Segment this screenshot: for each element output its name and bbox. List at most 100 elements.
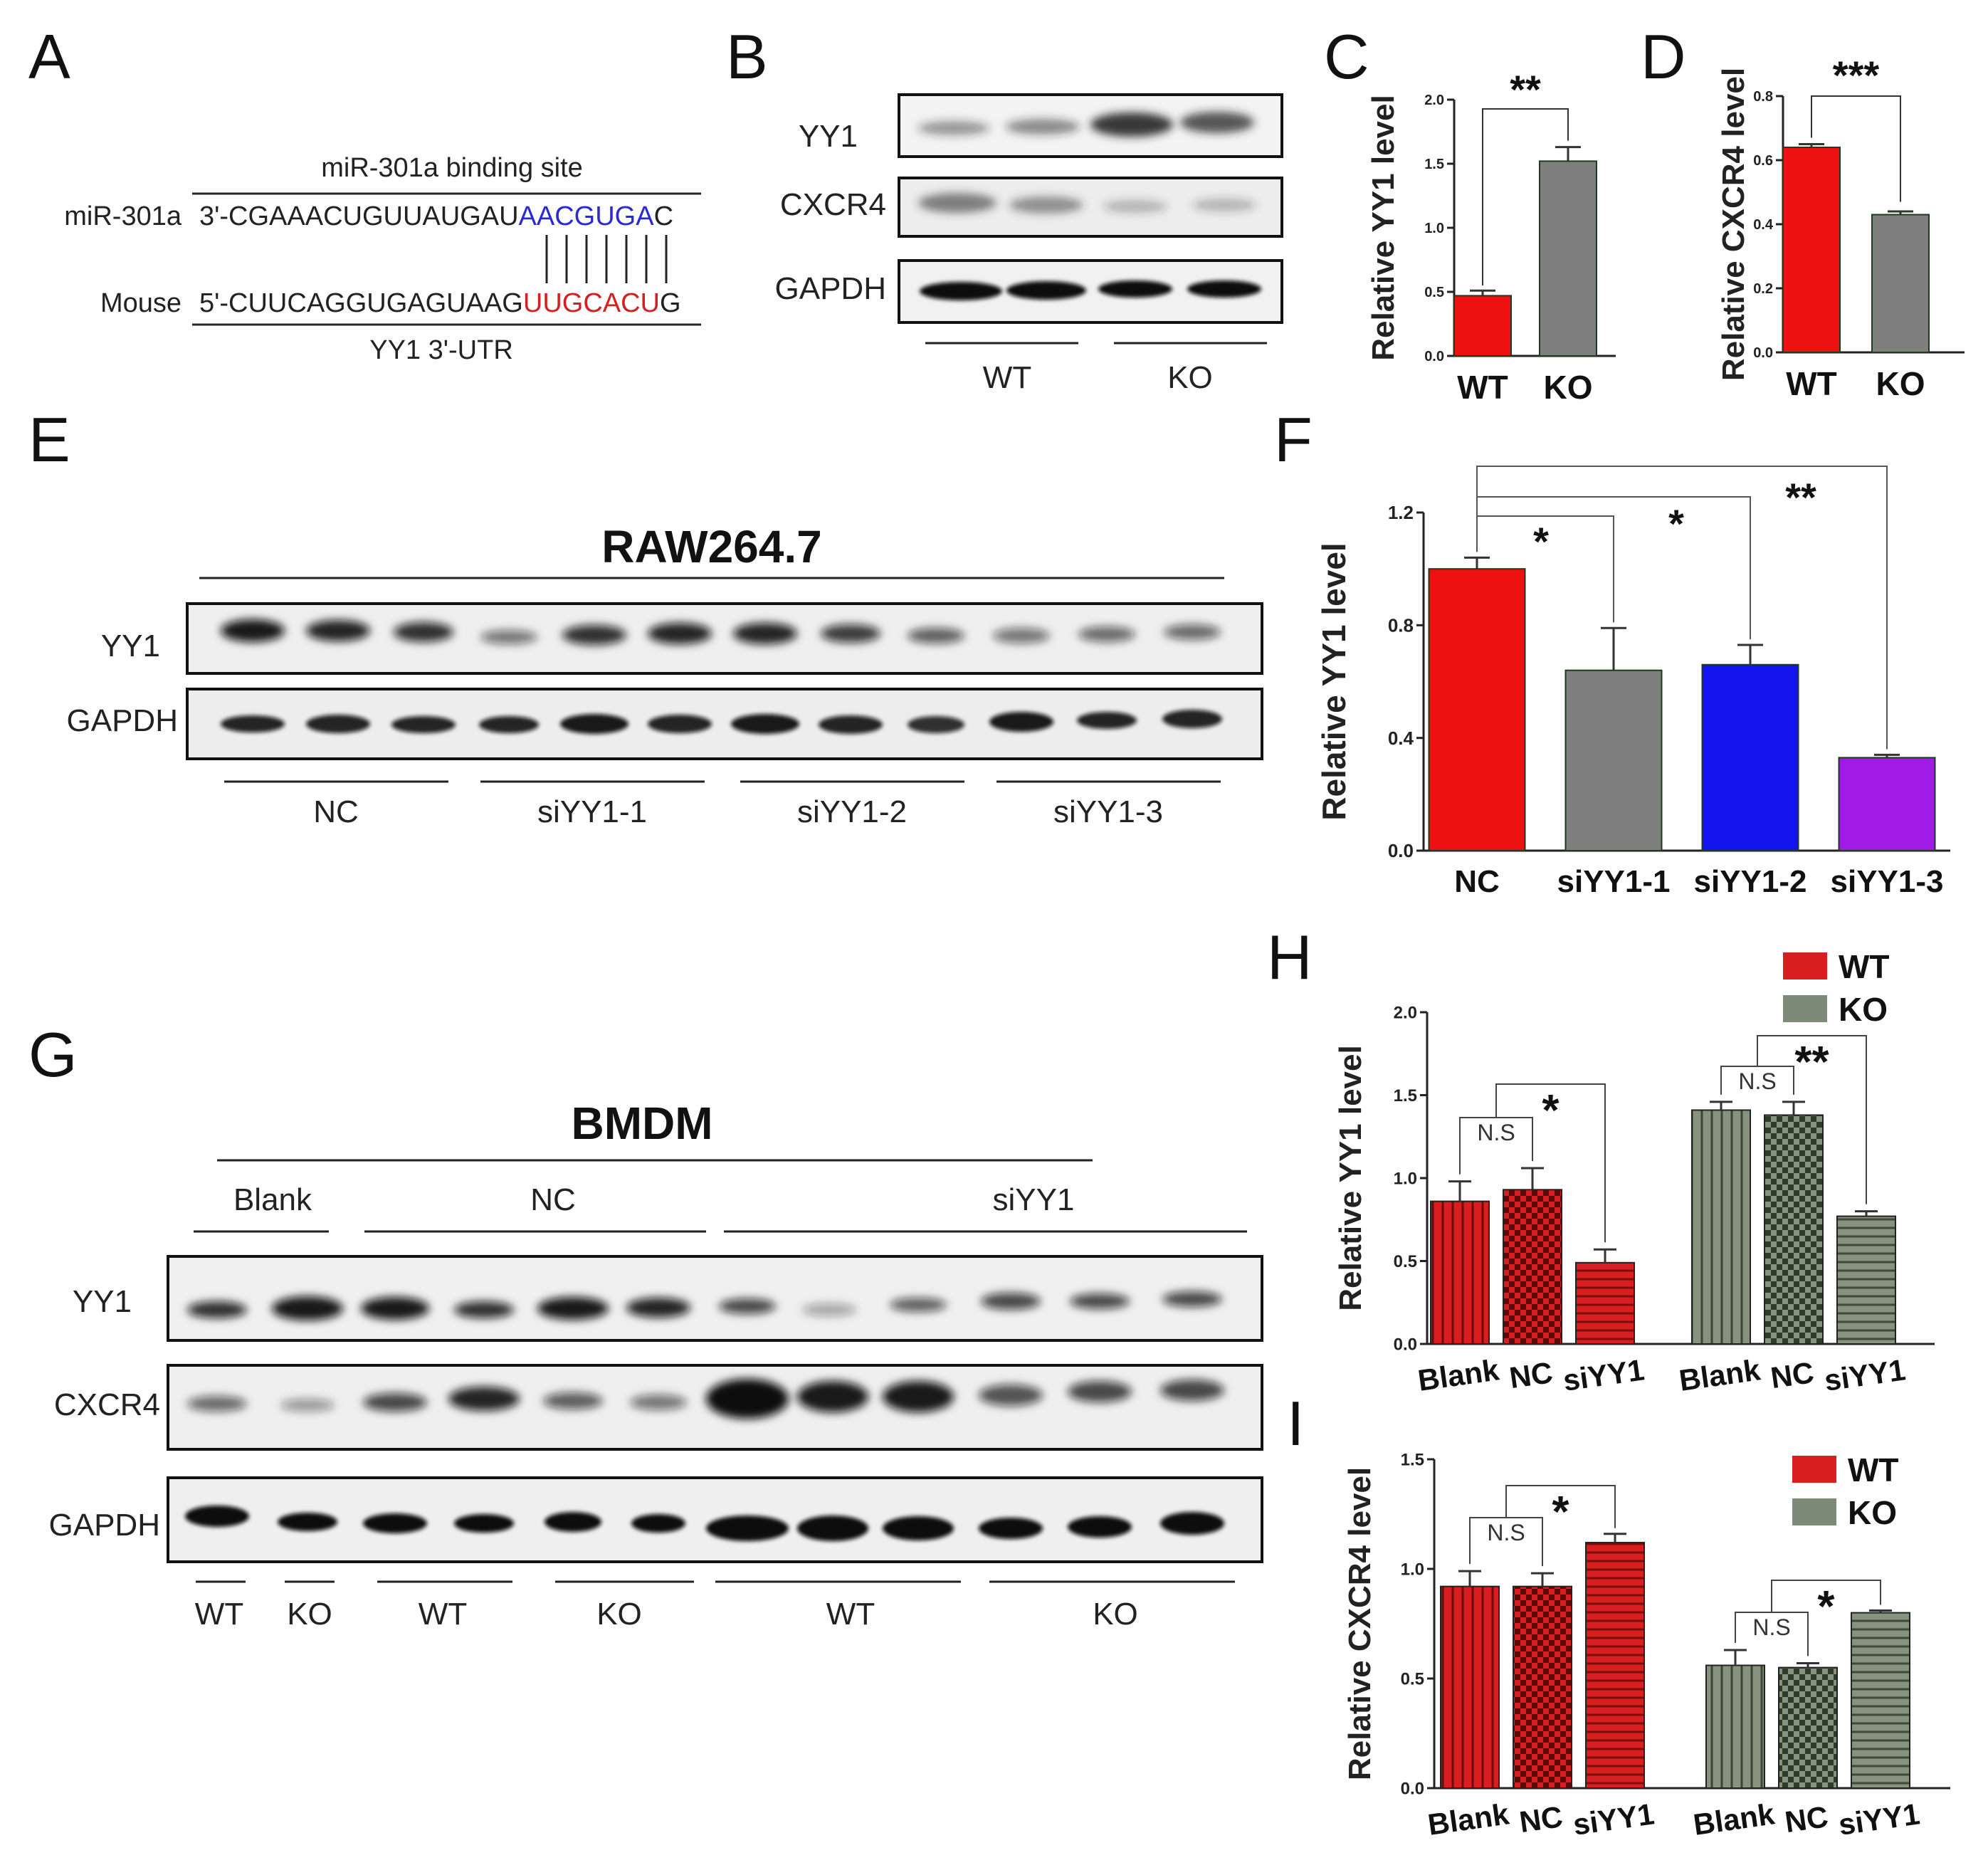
blot-b-row-cxcr4: CXCR4 (780, 187, 886, 222)
band (648, 715, 712, 733)
significance-bracket (1476, 466, 1888, 750)
mir-sequence: 3'-CGAAACUGUUAUGAUAACGUGAC (199, 201, 673, 231)
band (918, 121, 989, 135)
y-tick-label: 1.0 (1424, 221, 1444, 236)
x-tick-label: siYY1 (1822, 1352, 1908, 1397)
bar (1836, 1215, 1896, 1345)
y-axis-label: Relative YY1 level (1333, 1045, 1368, 1310)
blot-g-title: BMDM (571, 1098, 712, 1149)
band (1162, 710, 1222, 728)
band (1090, 112, 1173, 137)
blot-g-bottom-ko-2: KO (596, 1597, 642, 1632)
mouse-label: Mouse (100, 288, 182, 318)
band (278, 1513, 337, 1531)
significance-bracket (1495, 1083, 1606, 1243)
band (797, 1381, 868, 1412)
band (981, 1293, 1041, 1310)
bar (1430, 1200, 1490, 1345)
blot-g-bottom-wt-1: WT (195, 1597, 243, 1632)
panel-label-f: F (1274, 404, 1313, 475)
bar (1428, 568, 1526, 852)
band (363, 1393, 427, 1412)
x-tick-label: Blank (1426, 1797, 1511, 1842)
band (363, 1513, 427, 1533)
blot-g-bottom-ko-3: KO (1093, 1597, 1138, 1632)
ns-label: N.S (1738, 1068, 1776, 1094)
blot-e-row-gapdh: GAPDH (67, 703, 178, 738)
mir-seq-blue: AACGUGA (519, 201, 655, 231)
bar (1513, 1585, 1572, 1789)
bar (1764, 1114, 1824, 1345)
band (1009, 196, 1083, 214)
blot-b-row-gapdh: GAPDH (775, 271, 886, 306)
y-tick-label: 0.4 (1753, 217, 1774, 233)
significance-marker: *** (1833, 53, 1880, 98)
x-tick-label: Blank (1416, 1352, 1501, 1397)
base-pair-lines (545, 235, 668, 283)
panel-label-c: C (1324, 21, 1369, 92)
band (706, 1516, 789, 1541)
x-tick-label: siYY1-3 (1831, 864, 1944, 899)
bar (1691, 1109, 1751, 1345)
bar (1701, 663, 1799, 851)
band (719, 1298, 776, 1314)
bar (1453, 295, 1512, 357)
mouse-seq-end: G (660, 288, 681, 318)
significance-marker: * (1552, 1488, 1569, 1537)
band (979, 1518, 1043, 1539)
x-tick-label: NC (1518, 1800, 1565, 1839)
panel-label-g: G (28, 1019, 77, 1090)
y-tick-label: 1.5 (1394, 1086, 1417, 1105)
x-tick-label: siYY1 (1571, 1797, 1656, 1841)
band (1077, 712, 1137, 729)
ns-label: N.S (1477, 1120, 1515, 1145)
y-tick-label: 0.6 (1753, 153, 1773, 169)
band (883, 1381, 954, 1412)
significance-marker: * (1668, 501, 1684, 546)
x-tick-label: NC (1508, 1355, 1555, 1394)
mir-seq-end: C (654, 201, 673, 231)
blot-g-top-nc: NC (530, 1182, 576, 1217)
band (797, 1516, 868, 1541)
mouse-seq-red: UUGCACU (523, 288, 660, 318)
y-tick-label: 1.0 (1394, 1169, 1417, 1188)
band (454, 1301, 514, 1318)
band (1078, 626, 1135, 642)
significance-marker: * (1533, 519, 1549, 564)
western-blot-e: RAW264.7 YY1 GAPDH (67, 521, 1263, 829)
legend-swatch (1783, 952, 1827, 979)
band (920, 282, 1002, 300)
y-tick-label: 1.5 (1401, 1450, 1424, 1469)
band (993, 628, 1050, 644)
binding-site-label: miR-301a binding site (321, 153, 583, 183)
band (630, 1394, 687, 1410)
band (706, 1379, 789, 1419)
legend-label: WT (1839, 948, 1890, 985)
band (537, 1297, 609, 1320)
band (733, 623, 797, 644)
band (187, 1301, 247, 1318)
band (631, 1514, 685, 1533)
bar (1782, 147, 1841, 353)
legend-swatch (1792, 1498, 1836, 1525)
band (221, 715, 285, 732)
band (391, 716, 456, 733)
band (802, 1303, 856, 1316)
legend-label: WT (1848, 1451, 1899, 1488)
blot-g-bottom-ko-1: KO (287, 1597, 332, 1632)
blot-e-group-nc: NC (313, 794, 359, 829)
legend-label: KO (1839, 991, 1888, 1028)
y-tick-label: 2.0 (1394, 1003, 1417, 1022)
y-tick-label: 0.5 (1401, 1669, 1424, 1688)
band (1160, 1512, 1224, 1535)
band (306, 715, 370, 733)
blot-g-row-cxcr4: CXCR4 (54, 1387, 160, 1422)
ns-label: N.S (1487, 1520, 1525, 1545)
x-tick-label: siYY1-2 (1694, 864, 1807, 899)
band (479, 716, 539, 733)
band (187, 1396, 247, 1412)
significance-bracket (1811, 95, 1901, 202)
bar (1778, 1666, 1838, 1790)
y-tick-label: 0.0 (1424, 349, 1444, 364)
